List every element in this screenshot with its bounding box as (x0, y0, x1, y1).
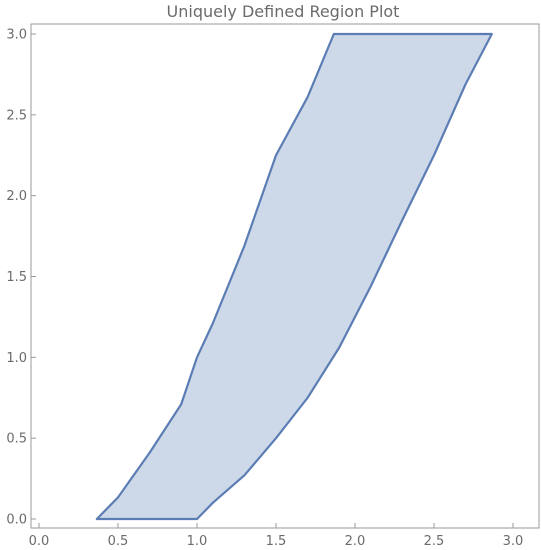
x-tick-label: 0.5 (108, 534, 129, 549)
y-tick-label: 1.0 (6, 351, 27, 366)
y-tick-label: 2.0 (6, 189, 27, 204)
y-tick-label: 1.5 (6, 270, 27, 285)
y-tick-label: 0.5 (6, 432, 27, 447)
x-tick-label: 1.0 (187, 534, 208, 549)
region-area (95, 32, 493, 521)
x-tick-label: 0.0 (29, 534, 50, 549)
chart-title: Uniquely Defined Region Plot (167, 2, 400, 21)
y-tick-label: 0.0 (6, 513, 27, 528)
region-layer (95, 32, 493, 521)
x-tick-label: 1.5 (266, 534, 287, 549)
y-tick-label: 2.5 (6, 108, 27, 123)
y-tick-label: 3.0 (6, 28, 27, 43)
x-tick-label: 2.0 (345, 534, 366, 549)
y-axis: 0.0 0.5 1.0 1.5 2.0 2.5 3.0 (6, 28, 36, 528)
x-axis: 0.0 0.5 1.0 1.5 2.0 2.5 3.0 (29, 523, 524, 549)
x-tick-label: 3.0 (503, 534, 524, 549)
x-tick-label: 2.5 (424, 534, 445, 549)
